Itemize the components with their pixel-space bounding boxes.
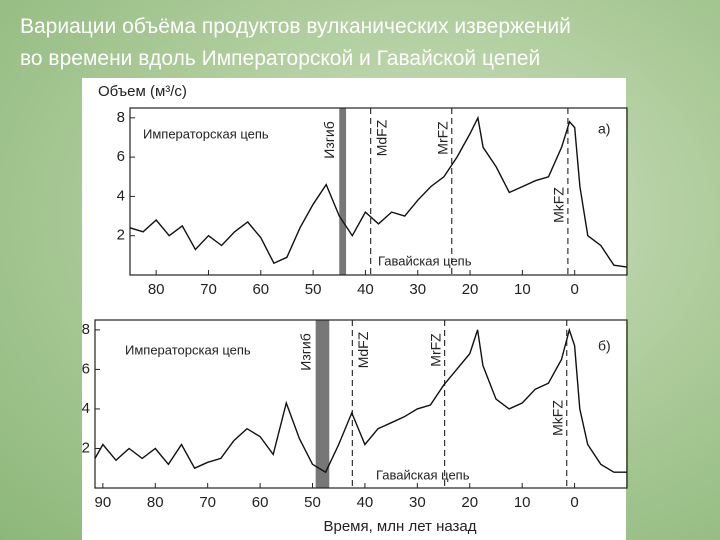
fracture-zone-label: MrFZ (434, 121, 450, 155)
data-line (94, 327, 627, 474)
annotation: Императорская цепь (143, 126, 269, 141)
x-tick-label: 30 (409, 281, 426, 298)
panel-label: б) (598, 338, 611, 354)
x-tick-label: 20 (462, 281, 479, 298)
x-tick-label: 10 (514, 494, 531, 511)
x-tick-label: 80 (148, 281, 165, 298)
fracture-zone-label: MrFZ (427, 333, 443, 367)
panel-label: а) (598, 121, 610, 137)
y-tick-label: 2 (117, 227, 125, 244)
annotation: Гавайская цепь (378, 253, 472, 268)
plot-frame (94, 319, 628, 489)
y-tick-label: 4 (117, 187, 125, 204)
figure-panel (82, 78, 626, 540)
bend-band (315, 320, 330, 488)
x-tick-label: 60 (252, 281, 269, 298)
x-tick-label: 40 (357, 281, 374, 298)
x-axis-label: Время, млн лет назад (323, 518, 476, 535)
x-tick-label: 0 (570, 494, 578, 511)
y-axis-label: Объем (м³/с) (98, 83, 187, 100)
slide-title: во времени вдоль Императорской и Гавайск… (20, 47, 540, 70)
annotation: Императорская цепь (125, 342, 251, 357)
x-tick-label: 20 (461, 494, 478, 511)
y-tick-label: 2 (82, 439, 90, 456)
fracture-zone-label: MdFZ (355, 331, 371, 368)
bend-band (339, 108, 347, 275)
y-tick-label: 8 (82, 321, 90, 338)
x-tick-label: 10 (514, 281, 531, 298)
x-tick-label: 50 (305, 281, 322, 298)
y-tick-label: 4 (82, 400, 90, 417)
x-tick-label: 50 (304, 494, 321, 511)
bend-label: Изгиб (297, 333, 313, 370)
y-tick-label: 6 (117, 148, 125, 165)
data-line (129, 115, 628, 268)
fracture-zone-label: MdFZ (373, 119, 389, 156)
x-tick-label: 80 (147, 494, 164, 511)
x-tick-label: 0 (571, 281, 579, 298)
bend-label: Изгиб (321, 121, 337, 158)
y-tick-label: 8 (117, 109, 125, 126)
y-tick-label: 6 (82, 360, 90, 377)
x-tick-label: 70 (200, 281, 217, 298)
slide-title: Вариации объёма продуктов вулканических … (20, 15, 571, 38)
x-tick-label: 30 (409, 494, 426, 511)
fracture-zone-label: MkFZ (549, 400, 565, 436)
annotation: Гавайская цепь (376, 467, 470, 482)
fracture-zone-label: MkFZ (551, 187, 567, 223)
x-tick-label: 40 (357, 494, 374, 511)
plot-frame (129, 107, 628, 276)
x-tick-label: 70 (199, 494, 216, 511)
x-tick-label: 90 (95, 494, 112, 511)
x-tick-label: 60 (252, 494, 269, 511)
